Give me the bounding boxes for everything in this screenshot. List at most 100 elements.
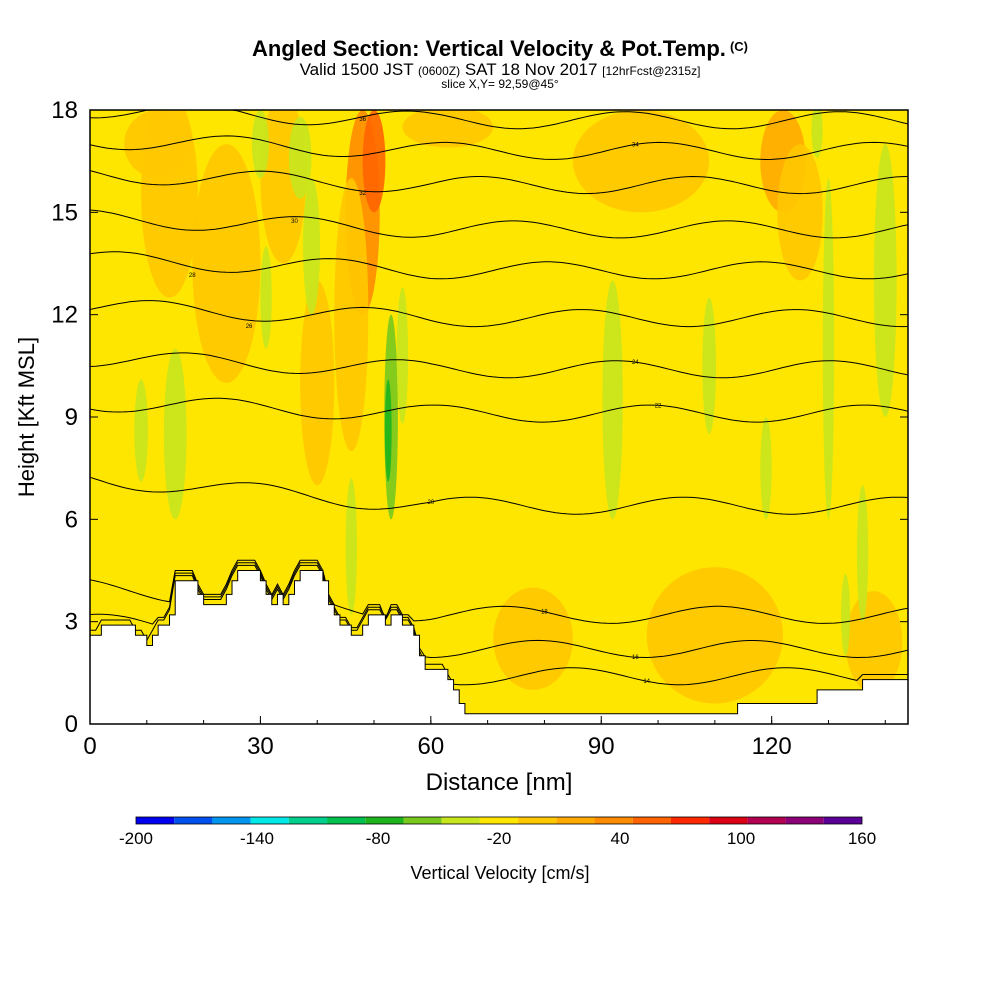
colorbar-swatch (250, 817, 289, 824)
velocity-plume (345, 478, 357, 615)
colorbar-swatch (556, 817, 595, 824)
velocity-plume (402, 110, 494, 148)
velocity-plume (303, 178, 321, 315)
colorbar-tick-label: -80 (366, 829, 391, 848)
colorbar-swatch (212, 817, 251, 824)
isentrope-32 (90, 170, 908, 195)
isentrope-26 (90, 300, 908, 328)
colorbar-tick-label: -200 (119, 829, 153, 848)
colorbar-frame (135, 816, 863, 825)
isentrope-label: 20 (427, 500, 434, 506)
colorbar-swatch (327, 817, 366, 824)
x-tick-label: 30 (247, 733, 274, 760)
velocity-plume (811, 110, 823, 158)
colorbar-swatch (403, 817, 442, 824)
x-tick-label: 90 (588, 733, 615, 760)
isentrope-label: 32 (359, 191, 366, 197)
velocity-plume (334, 178, 369, 452)
isentrope-24 (90, 352, 908, 379)
colorbar-swatch (670, 817, 710, 824)
isentrope-label: 16 (632, 655, 639, 661)
valid-date: SAT 18 Nov 2017 (464, 60, 598, 79)
isentrope-label: 30 (291, 219, 298, 225)
colorbar: -200 -140 -80 -20 40 100 160 (119, 816, 876, 848)
colorbar-swatch (747, 817, 786, 824)
x-tick-label: 0 (83, 733, 96, 760)
velocity-plume (163, 348, 187, 520)
isentrope-label: 14 (643, 679, 650, 685)
velocity-plume (873, 144, 897, 418)
colorbar-tick-label: 40 (611, 829, 630, 848)
colorbar-swatch (136, 817, 175, 824)
x-axis: 0 30 60 90 120 (83, 716, 886, 760)
y-tick-label: 12 (51, 302, 78, 329)
isentrope-34 (90, 135, 908, 161)
colorbar-swatch (709, 817, 748, 824)
colorbar-swatch (632, 817, 671, 824)
isentrope-28 (90, 251, 908, 280)
velocity-plume (251, 110, 269, 179)
y-axis-label: Height [Kft MSL] (14, 337, 39, 497)
chart-title-text: Angled Section: Vertical Velocity & Pot.… (252, 36, 726, 61)
isentrope-14 (90, 564, 908, 686)
colorbar-swatch (594, 817, 633, 824)
valid-utc: (0600Z) (418, 64, 461, 78)
slice-info: slice X,Y= 92,59@45° (441, 77, 559, 91)
valid-time: Valid 1500 JST (299, 60, 414, 79)
velocity-plume (840, 573, 851, 656)
forecast-info: [12hrFcst@2315z] (602, 64, 701, 78)
isentrope-label: 22 (655, 403, 662, 409)
y-tick-label: 6 (65, 506, 78, 533)
isentrope-22 (90, 397, 908, 423)
isentrope-30 (90, 209, 908, 239)
velocity-plume (124, 110, 193, 179)
colorbar-swatch (365, 817, 404, 824)
velocity-plume (602, 280, 623, 520)
y-tick-label: 18 (51, 97, 78, 124)
colorbar-swatch (288, 817, 328, 824)
colorbar-swatch (518, 817, 557, 824)
y-tick-label: 15 (51, 199, 78, 226)
velocity-plume (192, 144, 261, 383)
isentrope-label: 18 (541, 610, 548, 616)
colorbar-swatch (174, 817, 213, 824)
velocity-plume (646, 567, 784, 704)
velocity-plume (822, 178, 835, 520)
chart-title: Angled Section: Vertical Velocity & Pot.… (0, 36, 1000, 62)
isentrope-lines: 14 16 18 20 22 24 26 28 30 32 34 36 (90, 110, 908, 686)
colorbar-swatch (785, 817, 824, 824)
velocity-plume (362, 110, 386, 213)
isentrope-16 (90, 562, 908, 659)
x-tick-label: 120 (752, 733, 792, 760)
colorbar-tick-label: -20 (487, 829, 512, 848)
colorbar-tick-label: 100 (727, 829, 755, 848)
velocity-plume (260, 246, 272, 349)
x-tick-label: 60 (417, 733, 444, 760)
title-tag: (C) (729, 39, 748, 54)
isentrope-20 (90, 476, 908, 515)
colorbar-tick-label: 160 (848, 829, 876, 848)
x-axis-label: Distance [nm] (426, 769, 573, 796)
isentrope-label: 36 (359, 117, 366, 123)
colorbar-label: Vertical Velocity [cm/s] (410, 863, 590, 883)
colorbar-tick-label: -140 (240, 829, 274, 848)
velocity-plume (572, 110, 710, 213)
colorbar-swatch (479, 817, 519, 824)
velocity-plume (702, 297, 716, 435)
velocity-plume (384, 379, 392, 482)
isentrope-label: 28 (189, 273, 196, 279)
isentrope-36 (90, 110, 908, 130)
colorbar-swatch (823, 817, 862, 824)
y-tick-label: 9 (65, 404, 78, 431)
colorbar-swatch (441, 817, 480, 824)
y-tick-label: 3 (65, 609, 78, 636)
isentrope-label: 34 (632, 142, 639, 148)
velocity-plume (396, 287, 409, 424)
velocity-plume (134, 379, 148, 482)
velocity-plume (856, 485, 869, 622)
isentrope-18 (90, 559, 908, 624)
y-tick-label: 0 (65, 711, 78, 738)
isentrope-label: 24 (632, 360, 639, 366)
isentrope-label: 26 (246, 324, 253, 330)
